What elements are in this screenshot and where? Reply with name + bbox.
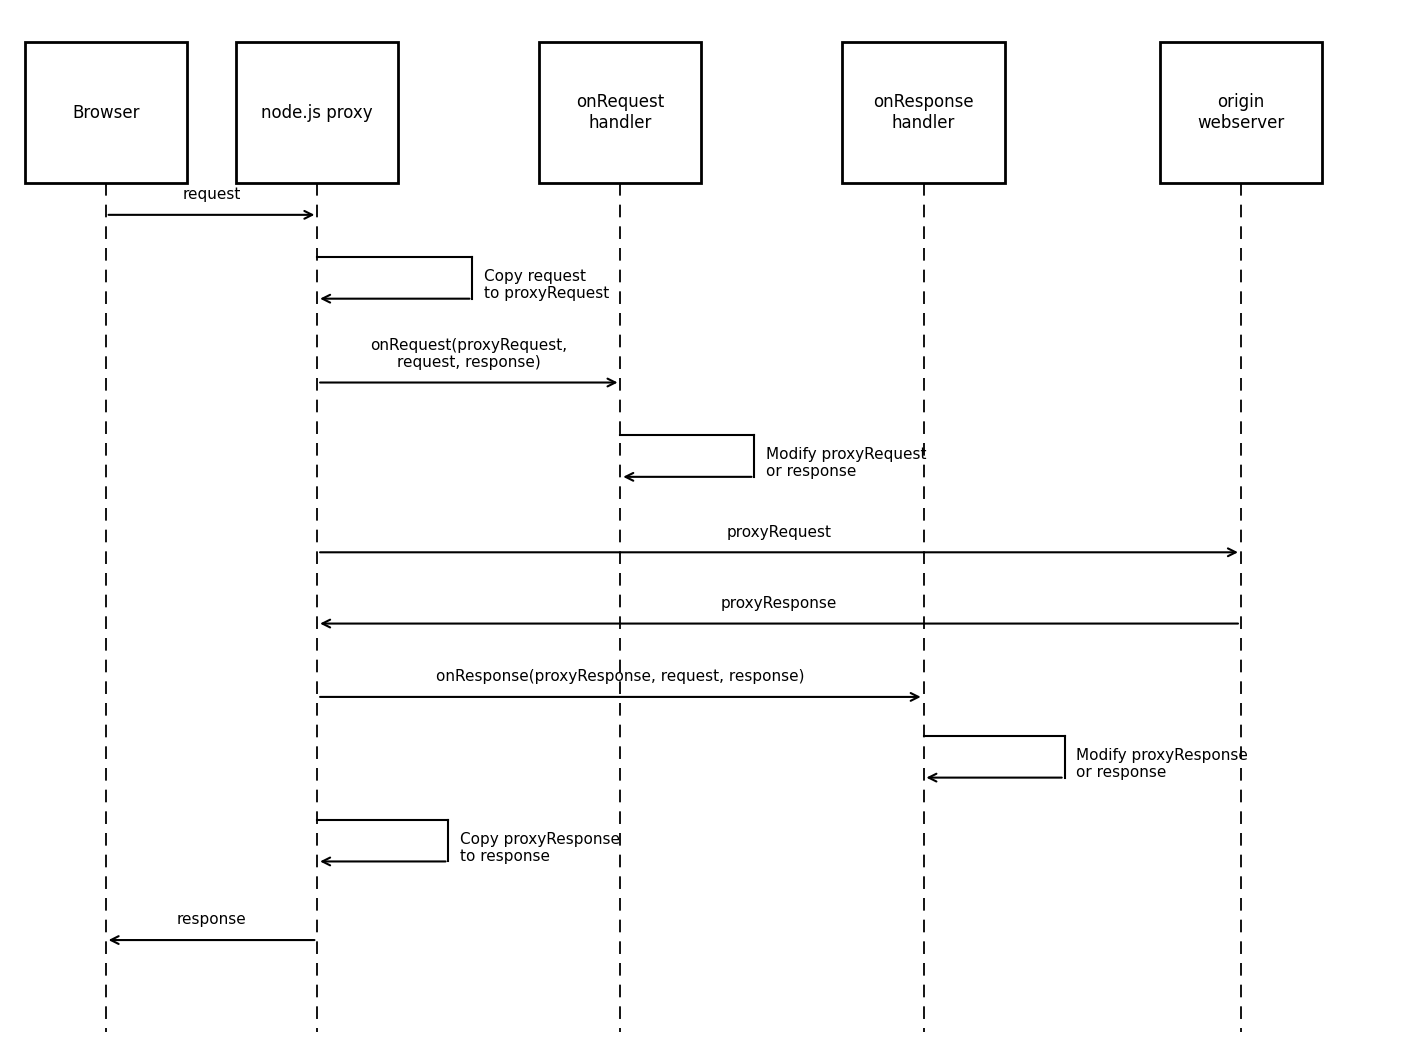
Text: Copy proxyResponse
to response: Copy proxyResponse to response (460, 832, 619, 864)
Text: Browser: Browser (72, 104, 140, 122)
Text: request: request (182, 188, 241, 202)
Text: Copy request
to proxyRequest: Copy request to proxyRequest (484, 269, 609, 301)
Text: onRequest(proxyRequest,
request, response): onRequest(proxyRequest, request, respons… (371, 337, 567, 370)
Text: onResponse(proxyResponse, request, response): onResponse(proxyResponse, request, respo… (436, 670, 805, 684)
Bar (843, 42, 1004, 183)
Text: node.js proxy: node.js proxy (261, 104, 374, 122)
Text: onResponse
handler: onResponse handler (873, 93, 974, 132)
Text: onRequest
handler: onRequest handler (577, 93, 664, 132)
Bar (540, 42, 702, 183)
Text: proxyRequest: proxyRequest (726, 525, 832, 540)
Text: Modify proxyRequest
or response: Modify proxyRequest or response (766, 447, 926, 479)
Bar (237, 42, 399, 183)
Bar (24, 42, 188, 183)
Text: response: response (176, 913, 247, 927)
Text: proxyResponse: proxyResponse (721, 596, 838, 611)
Bar (1159, 42, 1323, 183)
Text: origin
webserver: origin webserver (1197, 93, 1285, 132)
Text: Modify proxyResponse
or response: Modify proxyResponse or response (1076, 748, 1248, 780)
